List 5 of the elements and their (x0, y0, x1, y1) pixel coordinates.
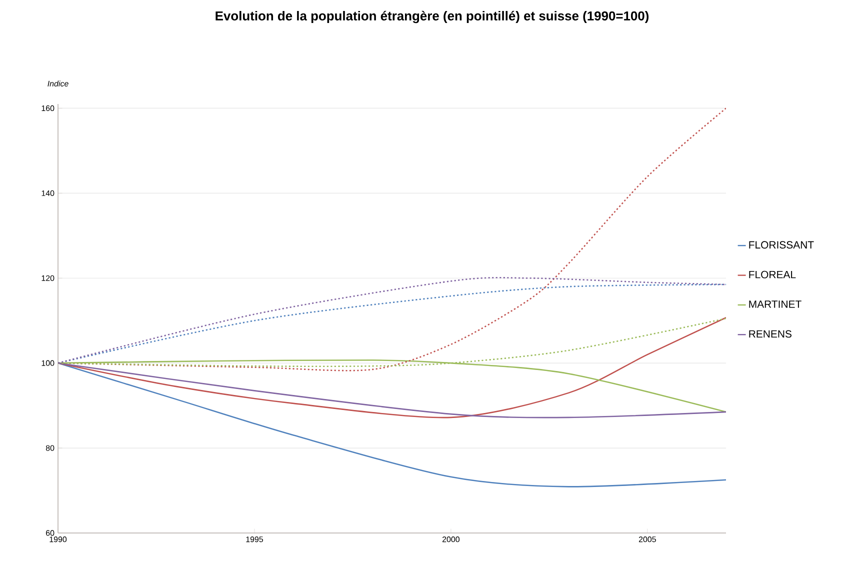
legend-label: FLOREAL (749, 270, 796, 278)
legend-label: FLORISSANT (749, 241, 814, 249)
chart-title: Evolution de la population étrangère (en pointillé) et suisse (1990=100) (216, 10, 649, 24)
legend-label: MARTINET (749, 300, 802, 308)
legend-label: RENENS (749, 330, 792, 338)
